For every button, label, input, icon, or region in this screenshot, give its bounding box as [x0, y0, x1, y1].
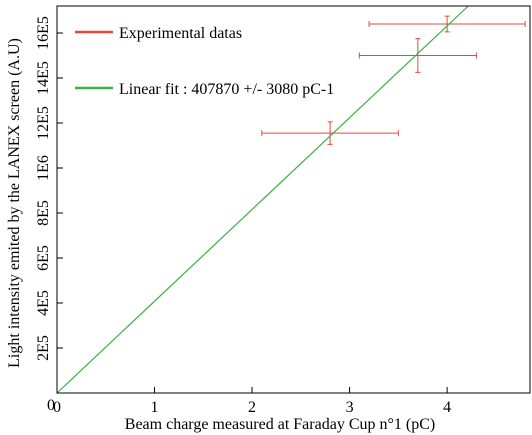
data-point [368, 15, 526, 33]
y-tick-label: 2E5 [35, 335, 52, 361]
tick-layer: 0 1 2 3 4 2E5 4E5 6E5 8E5 1E6 12E5 14E5 16E5 0 [35, 16, 451, 416]
origin-tick-label: 0 [47, 397, 55, 414]
y-tick-label: 6E5 [35, 245, 52, 271]
y-tick-label: 16E5 [35, 16, 52, 50]
x-axis-label: Beam charge measured at Faraday Cup n°1 … [125, 416, 435, 433]
legend-label-experimental: Experimental datas [119, 25, 242, 42]
y-tick-label: 4E5 [35, 290, 52, 316]
y-tick-label: 14E5 [35, 61, 52, 95]
x-tick-label: 3 [346, 399, 354, 416]
y-tick-label: 8E5 [35, 200, 52, 226]
legend-label-linear-fit: Linear fit : 407870 +/- 3080 pC-1 [119, 81, 334, 98]
x-tick-label: 4 [443, 399, 451, 416]
x-tick-label: 1 [151, 399, 159, 416]
x-tick-label: 0 [53, 399, 61, 416]
y-axis-label: Light intensity emited by the LANEX scre… [6, 38, 23, 368]
data-point [261, 121, 399, 145]
series-layer [56, 5, 526, 394]
fit-line [56, 5, 469, 394]
x-tick-label: 2 [248, 399, 256, 416]
data-point [358, 38, 477, 73]
y-tick-label: 12E5 [35, 106, 52, 140]
plot-frame [56, 5, 531, 394]
legend: Experimental datas Linear fit : 407870 +… [75, 25, 334, 98]
y-tick-label: 1E6 [35, 155, 52, 181]
